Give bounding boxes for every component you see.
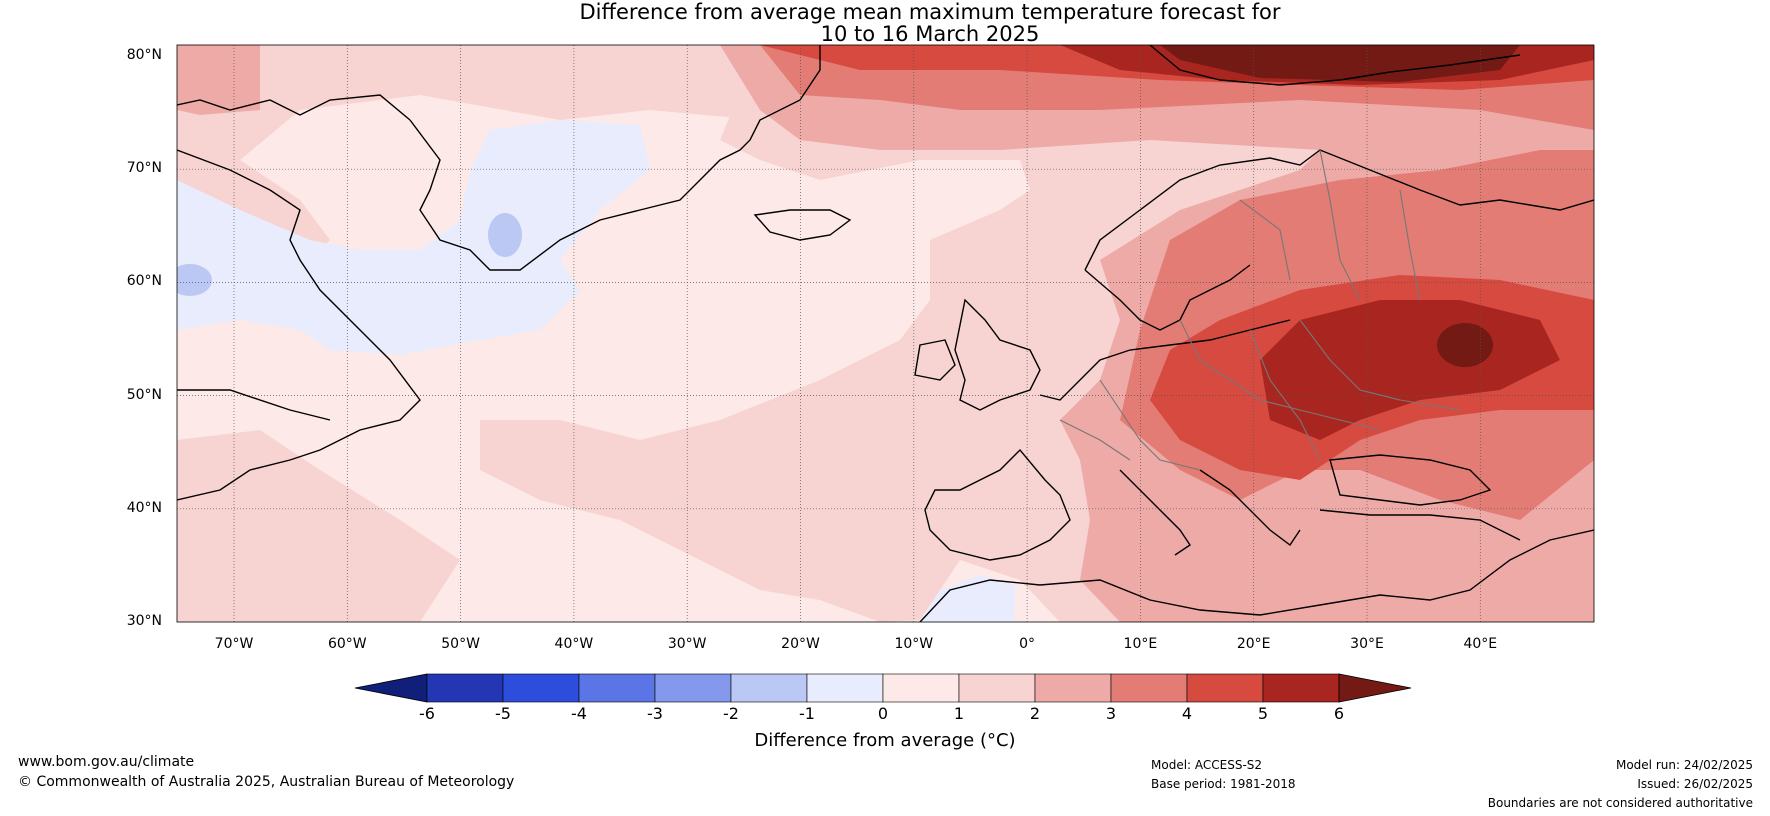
colorbar bbox=[354, 673, 1412, 703]
colorbar-tick-label: 4 bbox=[1181, 704, 1193, 723]
map-title-line1: Difference from average mean maximum tem… bbox=[579, 0, 1281, 24]
footer-issued: Issued: 26/02/2025 bbox=[1637, 777, 1753, 791]
lat-label: 60°N bbox=[126, 273, 162, 290]
lon-label: 0° bbox=[1019, 636, 1036, 652]
colorbar-tick-label: 3 bbox=[1105, 704, 1117, 723]
colorbar-label: Difference from average (°C) bbox=[754, 730, 1016, 751]
colorbar-tick-label: 5 bbox=[1257, 704, 1269, 723]
lon-label: 30°W bbox=[667, 636, 707, 652]
colorbar-segment bbox=[806, 673, 884, 703]
anomaly-zone-above-6-east bbox=[1437, 323, 1493, 367]
lon-label: 60°W bbox=[327, 636, 367, 652]
anomaly-zone-neg-south bbox=[920, 575, 1015, 622]
colorbar-extend-low bbox=[354, 673, 428, 703]
colorbar-tick-label: -2 bbox=[723, 704, 739, 723]
lon-label: 40°W bbox=[554, 636, 594, 652]
colorbar-segment bbox=[1262, 673, 1340, 703]
colorbar-tick-label: -3 bbox=[647, 704, 663, 723]
colorbar-segment bbox=[730, 673, 808, 703]
lat-label: 50°N bbox=[126, 386, 162, 403]
colorbar-tick-label: -6 bbox=[419, 704, 435, 723]
anomaly-zone-neg-2-1 bbox=[488, 213, 522, 257]
footer-copyright: © Commonwealth of Australia 2025, Austra… bbox=[18, 774, 515, 790]
lon-label: 10°E bbox=[1123, 636, 1158, 652]
lon-label: 20°E bbox=[1236, 636, 1271, 652]
lon-label: 30°E bbox=[1350, 636, 1384, 652]
footer-disclaimer: Boundaries are not considered authoritat… bbox=[1487, 796, 1753, 810]
lon-label: 40°E bbox=[1463, 636, 1498, 652]
colorbar-segment bbox=[502, 673, 580, 703]
colorbar-tick-label: -1 bbox=[799, 704, 815, 723]
colorbar-segment bbox=[1186, 673, 1264, 703]
lat-label: 40°N bbox=[126, 499, 162, 516]
colorbar-tick-label: -5 bbox=[495, 704, 511, 723]
colorbar-tick-label: 0 bbox=[877, 704, 889, 723]
colorbar-segment bbox=[1034, 673, 1112, 703]
colorbar-segment bbox=[426, 673, 504, 703]
colorbar-segment bbox=[654, 673, 732, 703]
colorbar-segment bbox=[882, 673, 960, 703]
anomaly-zone-neg-1-0 bbox=[177, 120, 650, 355]
map-frame bbox=[176, 44, 1595, 623]
footer-site: www.bom.gov.au/climate bbox=[18, 754, 195, 770]
footer-model-run: Model run: 24/02/2025 bbox=[1615, 758, 1753, 772]
lon-label: 20°W bbox=[781, 636, 820, 652]
lon-label: 70°W bbox=[214, 636, 254, 652]
colorbar-tick-label: -4 bbox=[571, 704, 587, 723]
graticule bbox=[177, 45, 1594, 622]
colorbar-extend-high bbox=[1338, 673, 1412, 703]
colorbar-tick-label: 6 bbox=[1333, 704, 1345, 723]
colorbar-segment bbox=[1110, 673, 1188, 703]
footer-model: Model: ACCESS-S2 bbox=[1151, 758, 1263, 772]
colorbar-tick-label: 2 bbox=[1029, 704, 1041, 723]
lat-label: 30°N bbox=[126, 613, 162, 629]
country-borders bbox=[1059, 149, 1461, 471]
lon-label: 50°W bbox=[441, 636, 480, 652]
map-title-line2: 10 to 16 March 2025 bbox=[820, 22, 1040, 46]
colorbar-tick-label: 1 bbox=[953, 704, 965, 723]
lon-label: 10°W bbox=[894, 636, 934, 652]
lat-label: 80°N bbox=[126, 47, 162, 63]
anomaly-zone-neg-2-1-west bbox=[177, 264, 212, 296]
colorbar-segment bbox=[578, 673, 656, 703]
colorbar-segment bbox=[958, 673, 1036, 703]
lat-label: 70°N bbox=[126, 160, 162, 177]
anomaly-zone-1-2-sw bbox=[177, 430, 460, 622]
anomaly-zone-above-6 bbox=[1160, 45, 1520, 82]
anomaly-zone-1-2 bbox=[177, 45, 760, 300]
coastlines bbox=[177, 45, 1594, 622]
footer-base-period: Base period: 1981-2018 bbox=[1151, 777, 1296, 791]
anomaly-zone-2-3-small bbox=[177, 45, 260, 115]
